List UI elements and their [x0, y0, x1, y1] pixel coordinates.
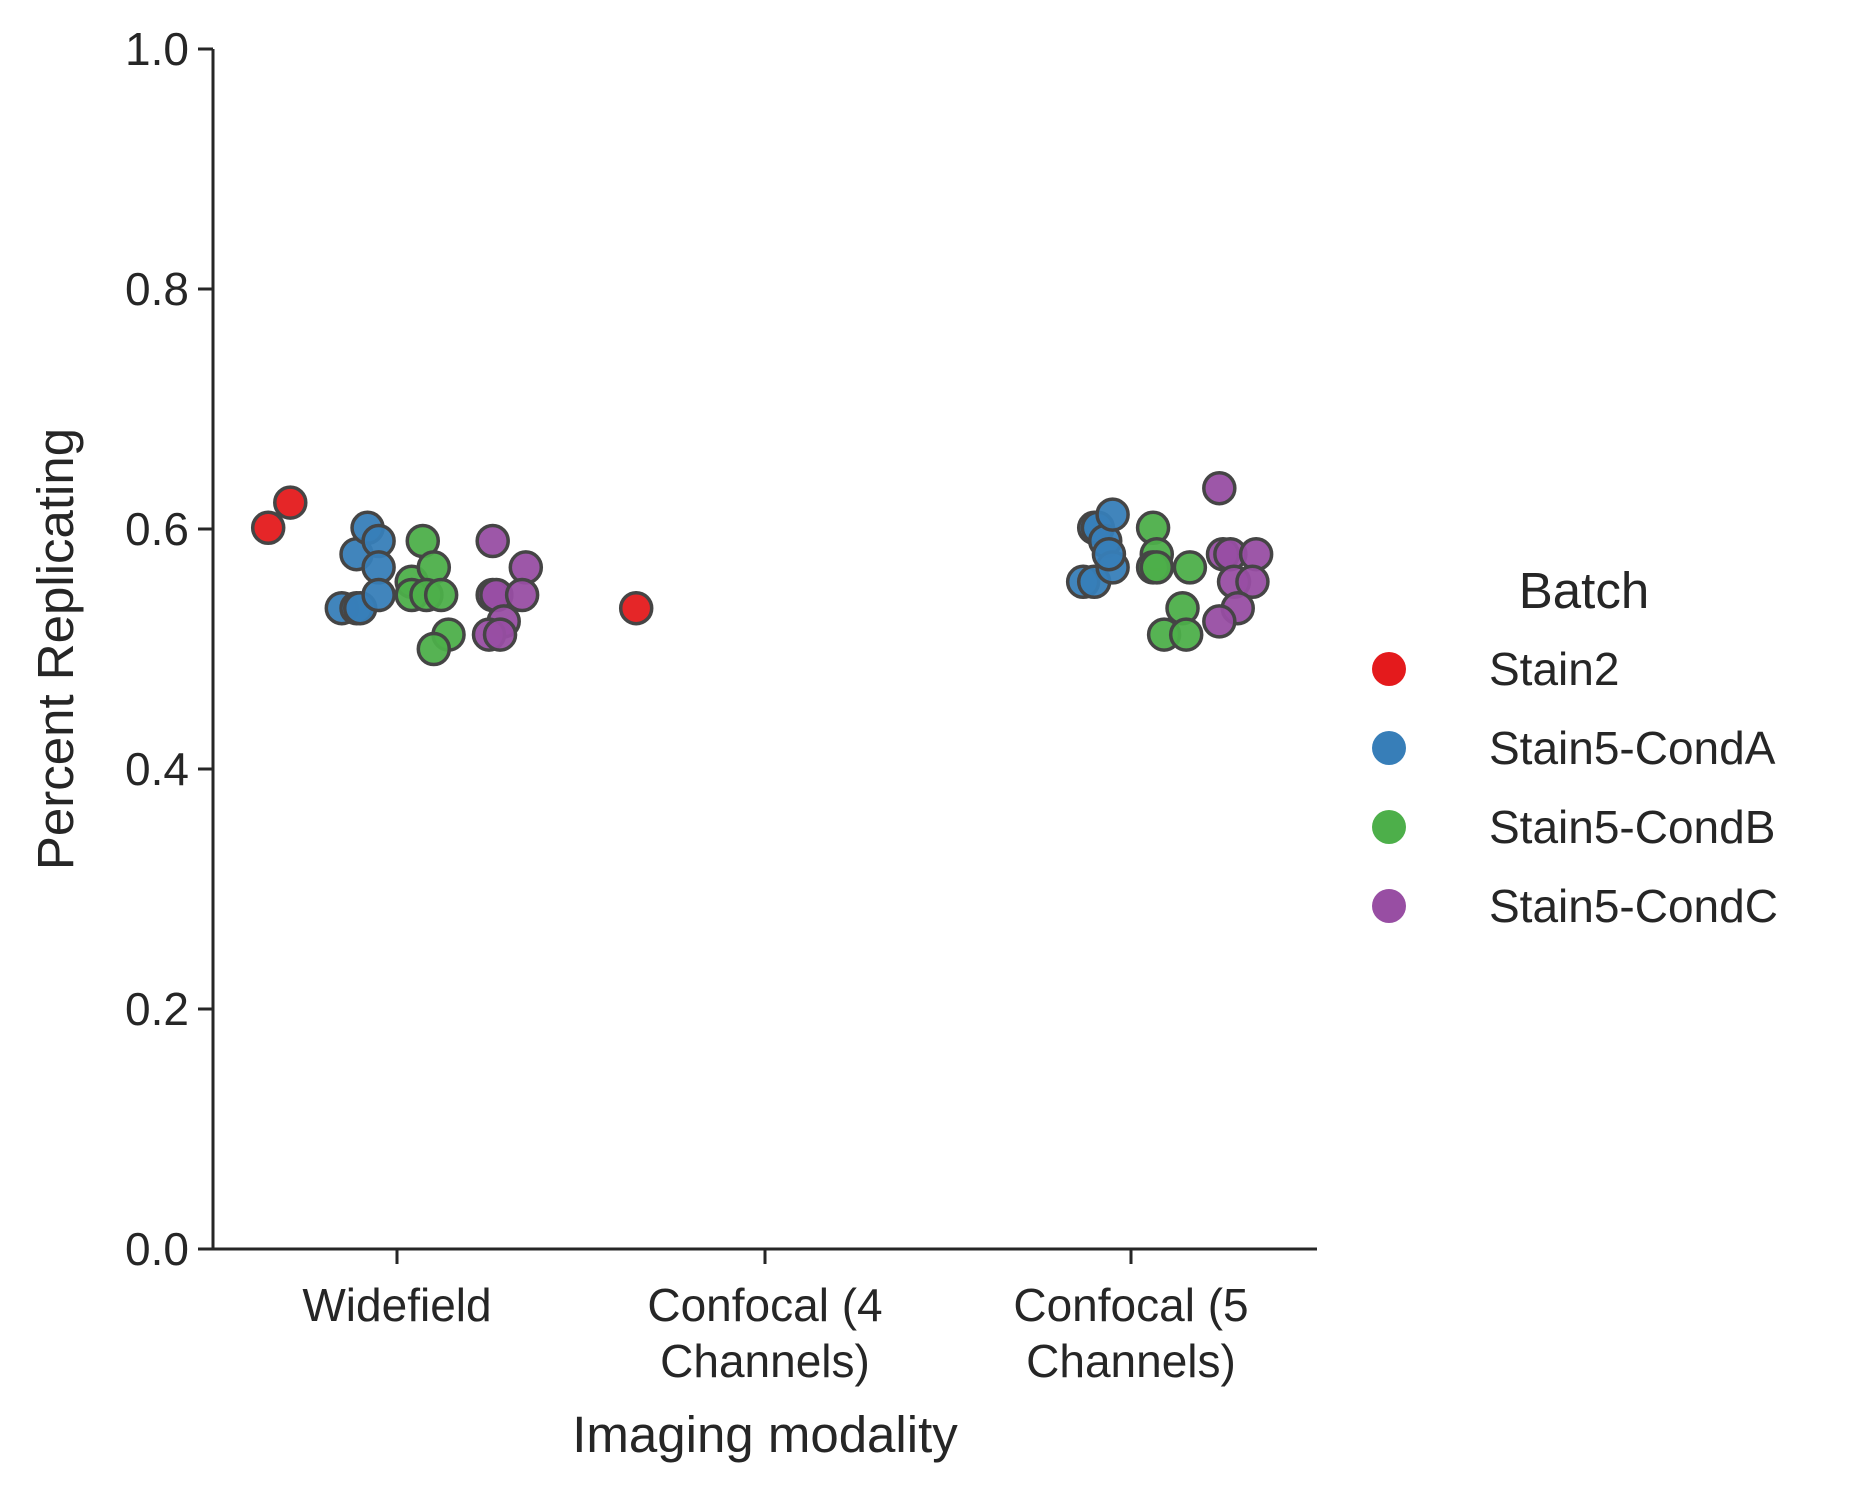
data-point: [482, 617, 518, 652]
x-tick-label: Confocal (4 Channels): [647, 1279, 882, 1387]
data-point: [423, 577, 459, 613]
y-tick-label: 0.4: [125, 743, 189, 795]
x-axis-title: Imaging modality: [572, 1406, 958, 1463]
legend-title: Batch: [1519, 562, 1649, 619]
legend-marker: [1372, 731, 1406, 765]
data-point: [416, 631, 452, 667]
data-points: [250, 470, 1274, 667]
data-point: [1202, 470, 1237, 506]
y-tick-label: 1.0: [125, 23, 189, 75]
data-point: [361, 577, 396, 613]
data-point: [1091, 536, 1127, 572]
data-point: [1202, 604, 1237, 639]
y-axis-title: Percent Replicating: [27, 428, 84, 870]
data-point: [618, 590, 654, 626]
x-tick-label: Widefield: [302, 1279, 491, 1331]
data-point: [1235, 564, 1270, 600]
legend-label: Stain2: [1489, 643, 1619, 695]
data-point: [1168, 617, 1204, 652]
axes: 0.0 0.2 0.4 0.6 0.8 1.0 Widefield Confocal (4 Ch…: [27, 23, 1317, 1463]
data-point: [1095, 497, 1130, 532]
y-tick-label: 0.2: [125, 983, 189, 1035]
data-point: [475, 523, 510, 559]
data-point: [1139, 550, 1175, 585]
x-tick-label: Confocal (5 Channels): [1013, 1279, 1248, 1387]
legend-label: Stain5-CondB: [1489, 801, 1775, 853]
data-point: [273, 485, 308, 520]
legend-marker: [1372, 889, 1406, 923]
y-tick-label: 0.0: [125, 1223, 189, 1275]
legend-marker: [1372, 652, 1406, 686]
data-point: [504, 577, 540, 613]
data-point: [250, 510, 286, 546]
y-tick-label: 0.8: [125, 263, 189, 315]
legend-label: Stain5-CondA: [1489, 722, 1776, 774]
legend-marker: [1372, 810, 1406, 844]
data-point: [1172, 550, 1208, 585]
y-tick-label: 0.6: [125, 503, 189, 555]
legend-label: Stain5-CondC: [1489, 880, 1778, 932]
legend: Batch Stain2 Stain5-CondA Stain5-CondB Stain…: [1372, 562, 1778, 932]
